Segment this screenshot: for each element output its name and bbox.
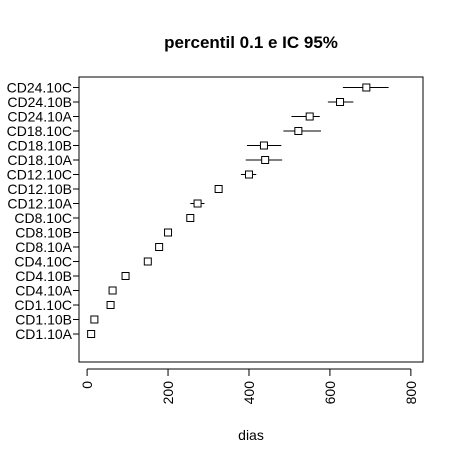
point-CD24.10B	[336, 98, 345, 106]
point-CD4.10A	[108, 286, 117, 295]
y-tick-label-CD24.10A: CD24.10A	[7, 109, 72, 125]
y-tick-label-CD4.10B: CD4.10B	[15, 268, 72, 284]
y-tick-label-CD24.10C: CD24.10C	[7, 80, 72, 96]
chart-title: percentil 0.1 e IC 95%	[164, 33, 338, 52]
point-CD8.10A	[155, 243, 164, 251]
y-tick-label-CD8.10C: CD8.10C	[14, 210, 72, 226]
y-tick-label-CD12.10B: CD12.10B	[7, 181, 72, 197]
point-CD1.10A	[87, 330, 96, 338]
point-CD8.10C	[186, 214, 195, 222]
x-tick-label-0: 0	[79, 381, 95, 389]
y-tick-label-CD18.10C: CD18.10C	[7, 123, 72, 139]
y-tick-label-CD1.10C: CD1.10C	[14, 297, 72, 313]
point-CD1.10B	[90, 315, 99, 324]
y-tick-label-CD18.10B: CD18.10B	[7, 138, 72, 154]
x-tick-label-200: 200	[160, 381, 176, 405]
x-tick-label-400: 400	[241, 381, 257, 405]
y-tick-label-CD1.10A: CD1.10A	[15, 326, 72, 342]
y-axis: CD1.10ACD1.10BCD1.10CCD4.10ACD4.10BCD4.1…	[7, 80, 79, 342]
y-tick-label-CD12.10A: CD12.10A	[7, 196, 72, 212]
point-CD18.10B	[259, 141, 268, 150]
point-CD12.10C	[244, 170, 253, 179]
y-tick-label-CD1.10B: CD1.10B	[15, 312, 72, 328]
point-CD4.10C	[143, 257, 152, 266]
point-CD1.10C	[106, 301, 115, 309]
x-tick-label-600: 600	[322, 381, 338, 405]
x-axis-label: dias	[238, 427, 264, 443]
y-tick-label-CD8.10B: CD8.10B	[15, 225, 72, 241]
y-tick-label-CD8.10A: CD8.10A	[15, 239, 72, 255]
y-tick-label-CD4.10C: CD4.10C	[14, 254, 72, 270]
point-CD8.10B	[164, 228, 173, 237]
point-CD12.10A	[193, 199, 202, 208]
x-axis: 0 200 400 600 800	[79, 368, 419, 405]
plot-frame	[78, 76, 424, 363]
point-CD18.10C	[294, 127, 303, 135]
point-CD4.10B	[121, 272, 130, 280]
point-CD24.10C	[362, 83, 371, 92]
point-CD18.10A	[261, 156, 270, 164]
point-CD24.10A	[305, 112, 314, 121]
y-tick-label-CD18.10A: CD18.10A	[7, 152, 72, 168]
data-marks	[87, 83, 389, 338]
x-tick-label-800: 800	[403, 381, 419, 405]
y-tick-label-CD24.10B: CD24.10B	[7, 94, 72, 110]
point-CD12.10B	[214, 185, 223, 193]
y-tick-label-CD12.10C: CD12.10C	[7, 167, 72, 183]
y-tick-label-CD4.10A: CD4.10A	[15, 283, 72, 299]
